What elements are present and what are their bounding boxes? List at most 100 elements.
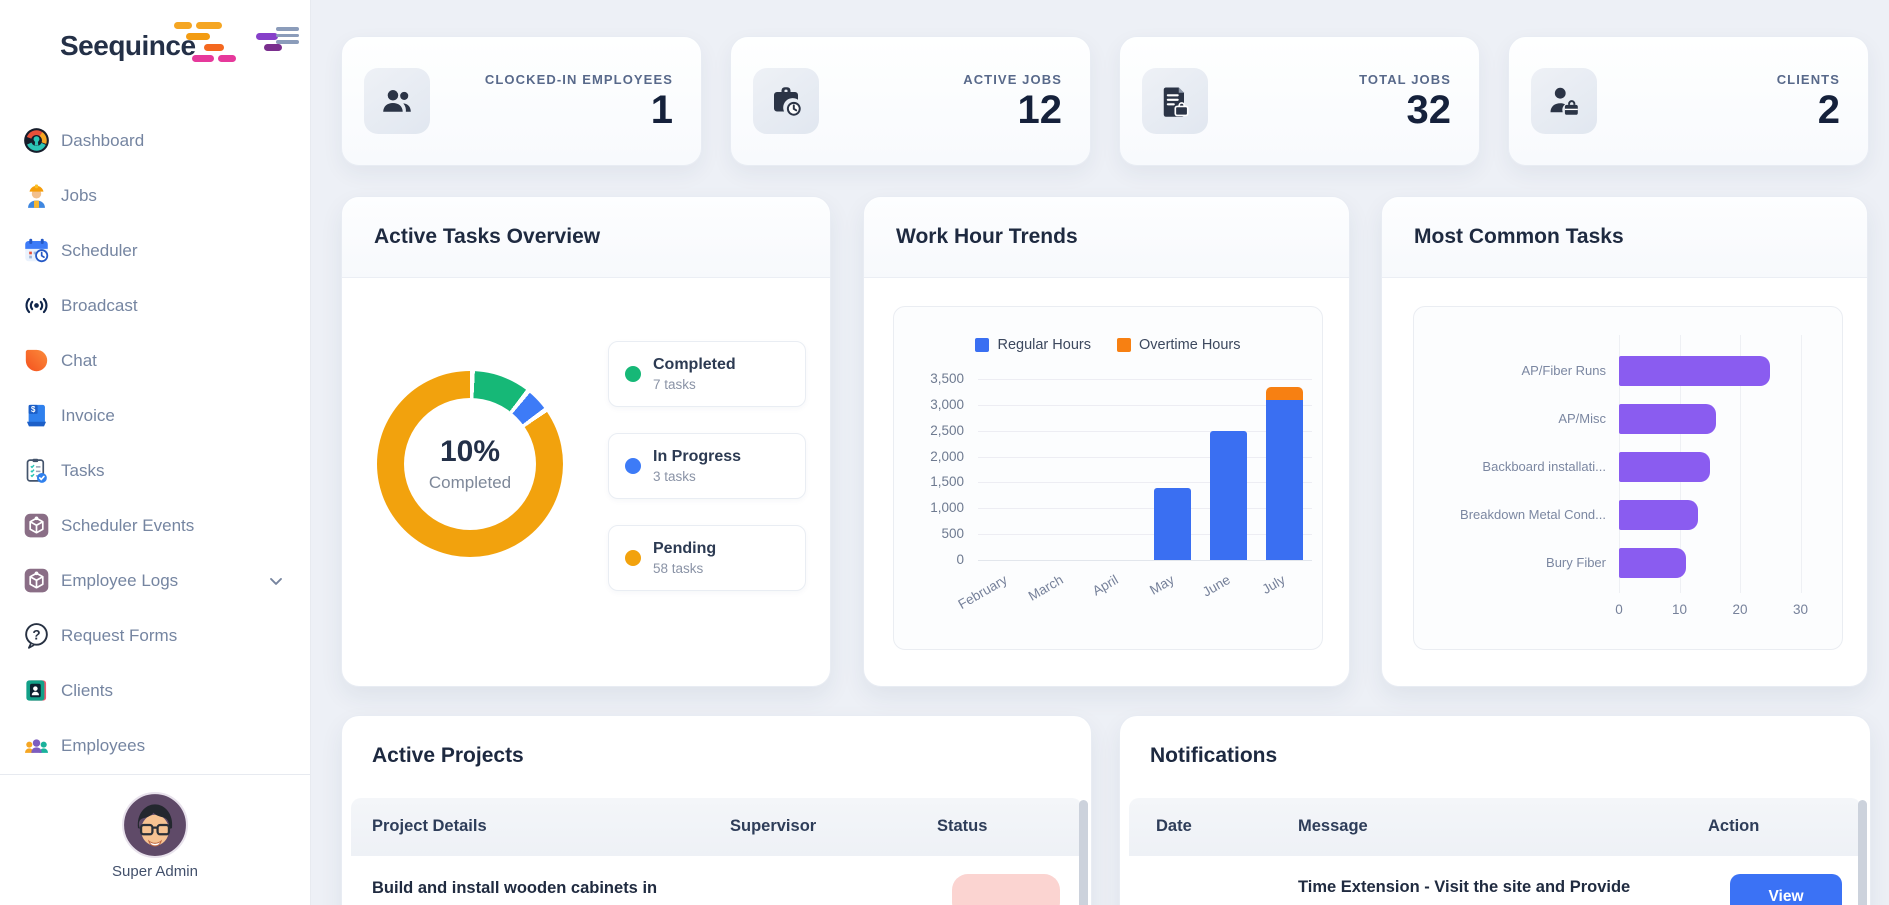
y-tick-label: 500 bbox=[941, 526, 964, 542]
chat-icon bbox=[23, 347, 50, 374]
stat-value: 2 bbox=[1817, 88, 1840, 132]
task-bar-row: AP/Fiber Runs bbox=[1414, 347, 1842, 395]
donut-center: 10% Completed bbox=[404, 398, 536, 530]
table-column-headers: Date Message Action bbox=[1120, 798, 1870, 856]
people-icon bbox=[364, 68, 430, 134]
sidebar-item-employees[interactable]: Employees bbox=[0, 718, 310, 773]
invoice-icon: $ bbox=[23, 402, 50, 429]
y-tick-label: 2,000 bbox=[930, 448, 964, 464]
table-row[interactable]: Build and install wooden cabinets in bbox=[342, 856, 1091, 905]
stat-label: TOTAL JOBS bbox=[1359, 72, 1451, 87]
gridline bbox=[978, 534, 1312, 536]
legend-count: 58 tasks bbox=[653, 561, 704, 576]
svg-text:$: $ bbox=[31, 405, 36, 414]
sidebar-item-broadcast[interactable]: Broadcast bbox=[0, 278, 310, 333]
x-tick-label: 10 bbox=[1671, 602, 1688, 617]
y-axis-labels: 0 500 1,000 1,500 2,000 2,500 3,000 3,500 bbox=[894, 307, 964, 649]
x-tick-label: 20 bbox=[1732, 602, 1748, 617]
column-header-supervisor: Supervisor bbox=[730, 817, 817, 835]
sidebar-item-jobs[interactable]: Jobs bbox=[0, 168, 310, 223]
sidebar-item-clients[interactable]: Clients bbox=[0, 663, 310, 718]
card-title: Most Common Tasks bbox=[1414, 225, 1624, 248]
gridline bbox=[978, 508, 1312, 510]
table-column-headers: Project Details Supervisor Status bbox=[342, 798, 1091, 856]
sidebar-item-invoice[interactable]: $ Invoice bbox=[0, 388, 310, 443]
svg-text:?: ? bbox=[32, 627, 40, 642]
donut-center-label: Completed bbox=[428, 473, 512, 492]
stat-label: ACTIVE JOBS bbox=[963, 72, 1062, 87]
active-projects-card: Active Projects Project Details Superviso… bbox=[341, 715, 1092, 905]
sidebar-item-scheduler-events[interactable]: Scheduler Events bbox=[0, 498, 310, 553]
task-label: AP/Fiber Runs bbox=[1521, 363, 1606, 378]
sidebar-item-scheduler[interactable]: Scheduler bbox=[0, 223, 310, 278]
chevron-down-icon[interactable] bbox=[266, 571, 286, 591]
legend-count: 3 tasks bbox=[653, 469, 696, 484]
y-tick-label: 1,500 bbox=[930, 474, 964, 490]
stat-text: ACTIVE JOBS 12 bbox=[819, 72, 1090, 130]
column-header-date: Date bbox=[1156, 817, 1192, 835]
legend-dot bbox=[625, 550, 641, 566]
logo-text: Seequince bbox=[60, 30, 196, 61]
y-tick-label: 2,500 bbox=[930, 422, 964, 438]
task-bars: AP/Fiber Runs AP/Misc Backboard installati… bbox=[1414, 307, 1842, 649]
sidebar-item-label: Broadcast bbox=[61, 295, 138, 315]
logo-dash bbox=[174, 22, 192, 29]
logo-dash bbox=[196, 22, 222, 29]
sidebar-item-dashboard[interactable]: Dashboard bbox=[0, 113, 310, 168]
sidebar-item-label: Jobs bbox=[61, 185, 97, 205]
x-tick-label: 30 bbox=[1792, 602, 1809, 617]
gridline bbox=[978, 456, 1312, 458]
gridline bbox=[978, 430, 1312, 432]
legend-entry-0: Regular Hours bbox=[975, 337, 1091, 353]
broadcast-icon bbox=[23, 292, 50, 319]
column-header-action: Action bbox=[1708, 817, 1760, 835]
task-bar-row: Breakdown Metal Cond... bbox=[1414, 491, 1842, 539]
sidebar-item-tasks[interactable]: Tasks bbox=[0, 443, 310, 498]
stat-card-3: CLIENTS 2 bbox=[1508, 36, 1869, 166]
logo[interactable]: Seequince bbox=[60, 22, 282, 62]
sidebar-header: Seequince bbox=[0, 22, 310, 86]
hamburger-menu-icon[interactable] bbox=[276, 24, 299, 47]
task-bar-row: Bury Fiber bbox=[1414, 539, 1842, 587]
y-tick-label: 0 bbox=[956, 552, 964, 567]
avatar[interactable] bbox=[122, 792, 188, 858]
sidebar: Seequince Dashboard Jobs Scheduler Broadcas… bbox=[0, 0, 311, 905]
question-icon: ? bbox=[23, 622, 50, 649]
column-header-message: Message bbox=[1298, 817, 1368, 835]
gridline bbox=[978, 560, 1312, 561]
donut-chart: 10% Completed bbox=[377, 371, 563, 557]
sidebar-footer: Super Admin bbox=[0, 792, 310, 880]
legend-swatch bbox=[1116, 338, 1131, 352]
x-tick-label: 0 bbox=[1615, 602, 1623, 617]
legend-text: Completed 7 tasks bbox=[653, 356, 736, 392]
sidebar-item-request-forms[interactable]: ? Request Forms bbox=[0, 608, 310, 663]
task-bar-row: Backboard installati... bbox=[1414, 443, 1842, 491]
task-label: AP/Misc bbox=[1558, 411, 1606, 426]
bar-regular-may bbox=[1154, 487, 1192, 560]
task-bar-row: AP/Misc bbox=[1414, 395, 1842, 443]
table-row[interactable]: Time Extension - Visit the site and Prov… bbox=[1120, 856, 1870, 905]
sidebar-item-chat[interactable]: Chat bbox=[0, 333, 310, 388]
project-details-cell: Build and install wooden cabinets in bbox=[372, 879, 658, 897]
sidebar-item-label: Invoice bbox=[61, 405, 115, 425]
sidebar-item-label: Scheduler Events bbox=[61, 515, 195, 535]
logo-dash bbox=[186, 33, 210, 40]
vertical-scrollbar[interactable] bbox=[1858, 800, 1867, 905]
sidebar-item-label: Tasks bbox=[61, 460, 105, 480]
person-briefcase-icon bbox=[1531, 68, 1597, 134]
sidebar-item-employee-logs[interactable]: Employee Logs bbox=[0, 553, 310, 608]
logo-dash bbox=[264, 44, 282, 51]
stat-label: CLIENTS bbox=[1776, 72, 1840, 87]
vertical-scrollbar[interactable] bbox=[1079, 800, 1088, 905]
briefcase-clock-icon bbox=[753, 68, 819, 134]
legend-dot bbox=[625, 366, 641, 382]
view-button[interactable]: View bbox=[1730, 874, 1842, 905]
legend-label: Pending bbox=[653, 540, 717, 557]
legend-entry-1: Overtime Hours bbox=[1116, 337, 1241, 353]
legend-swatch bbox=[975, 338, 990, 352]
donut-percent: 10% bbox=[439, 435, 501, 468]
legend-text: In Progress 3 tasks bbox=[653, 448, 741, 484]
task-bar bbox=[1619, 500, 1698, 530]
sidebar-item-label: Chat bbox=[61, 350, 97, 370]
